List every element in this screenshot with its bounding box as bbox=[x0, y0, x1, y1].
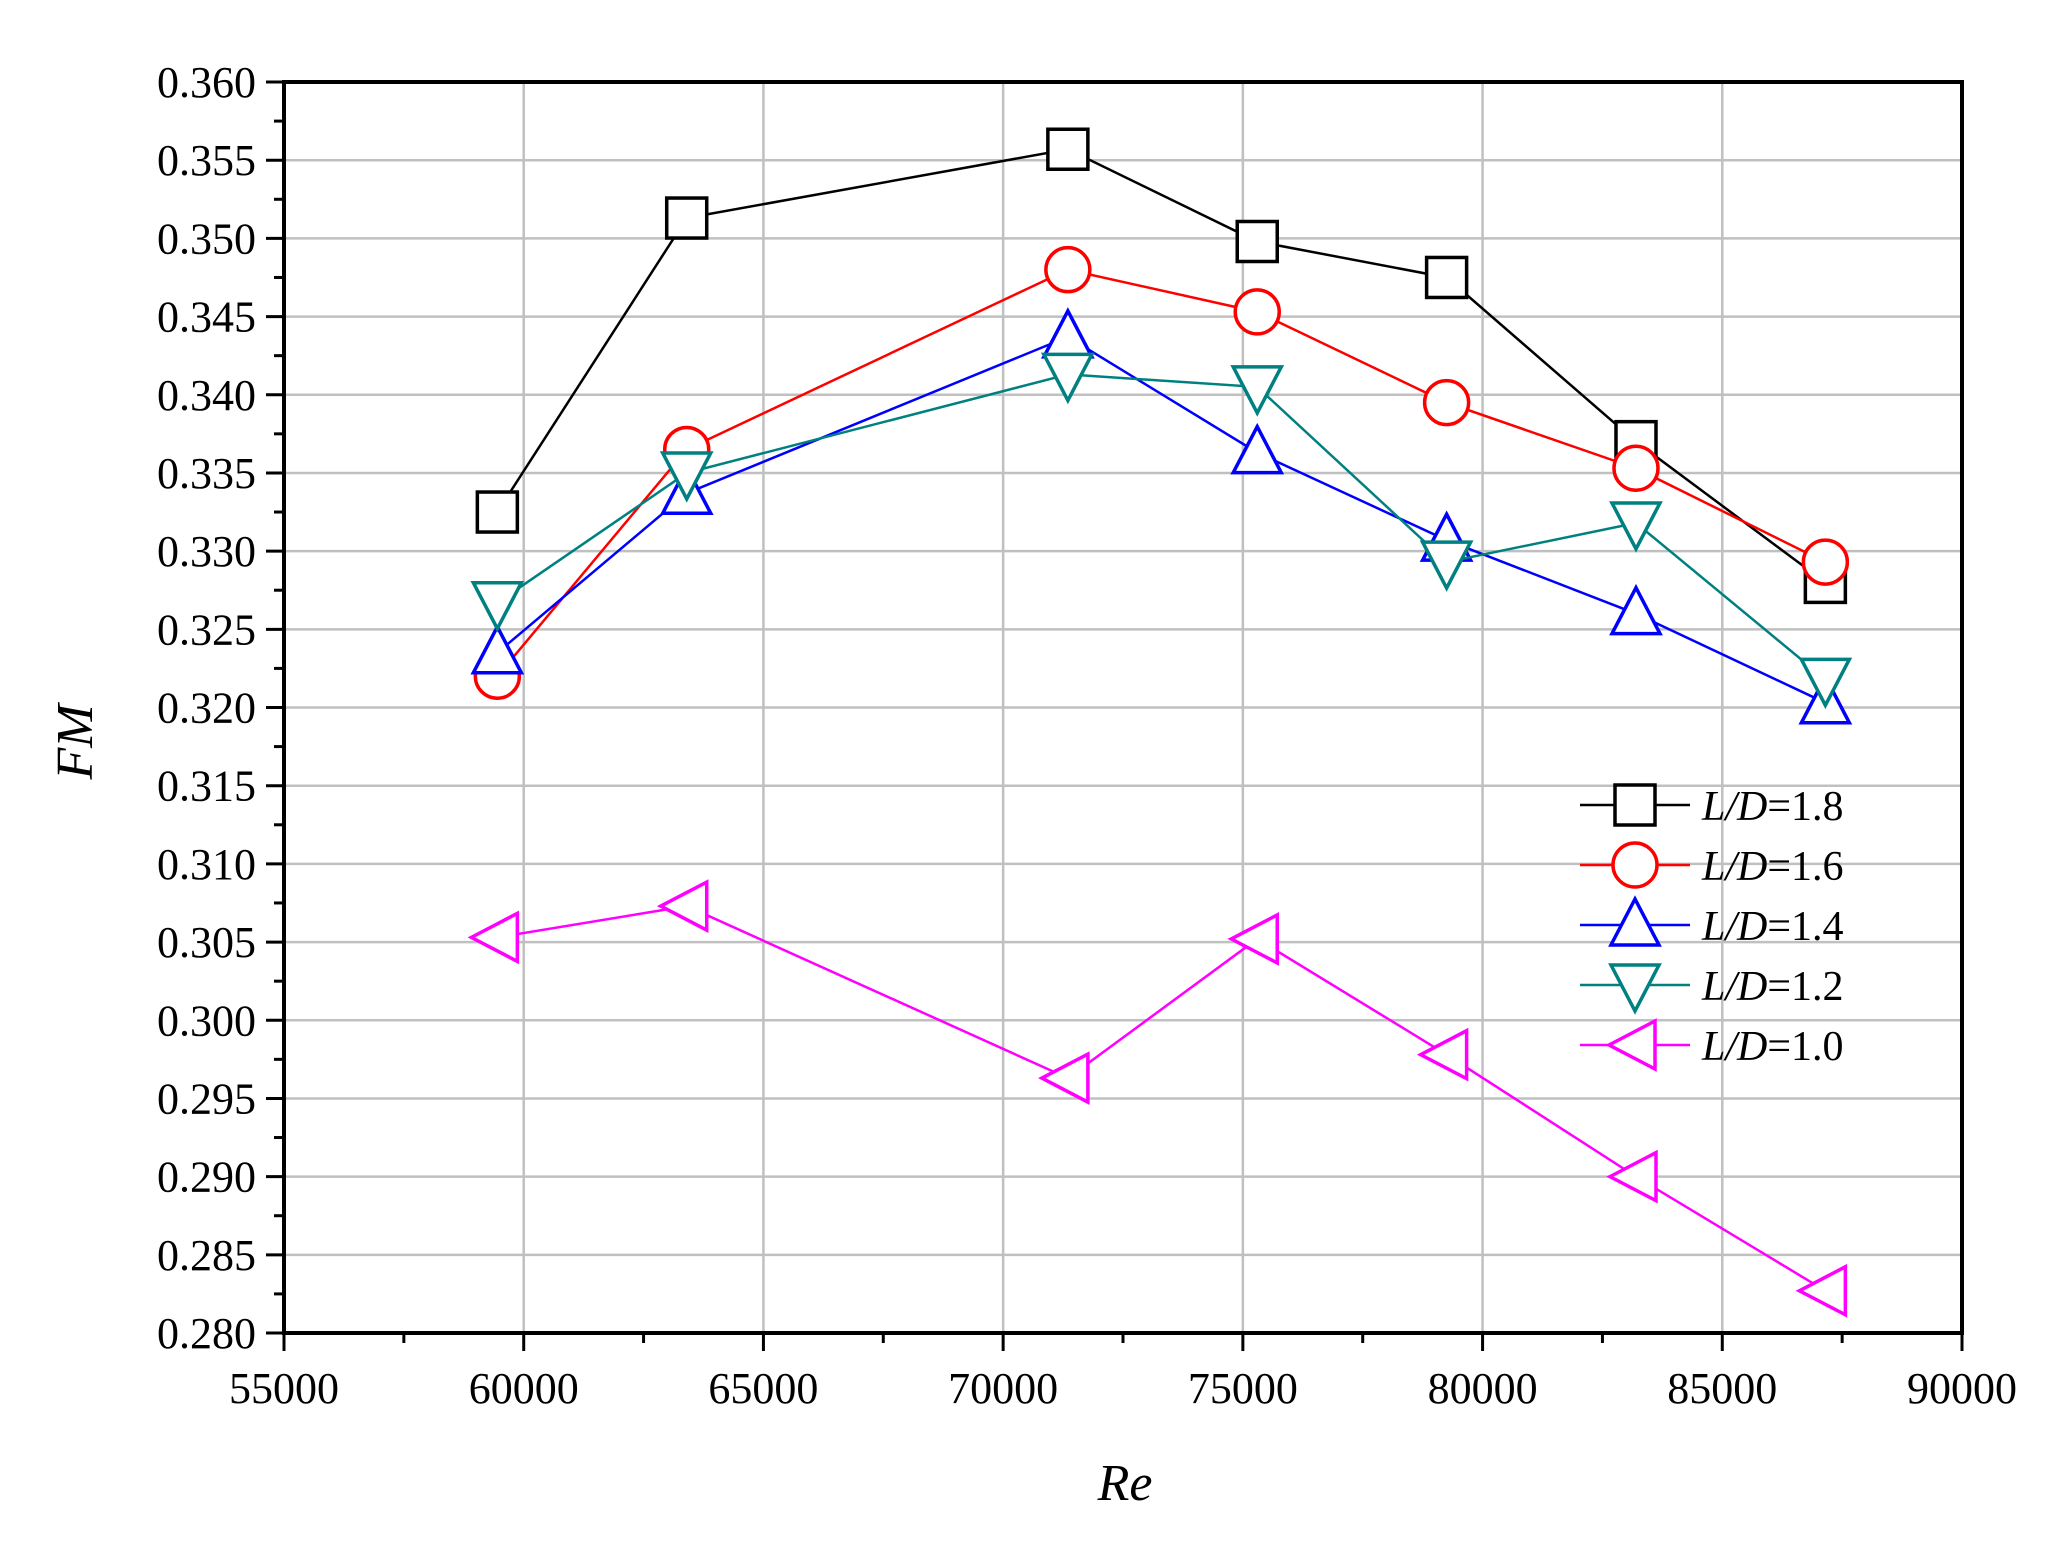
y-tick-label: 0.295 bbox=[157, 1074, 256, 1123]
legend-label: L/D=1.6 bbox=[1701, 844, 1844, 890]
series-4 bbox=[470, 352, 1853, 710]
legend-item: L/D=1.6 bbox=[1580, 841, 1844, 890]
legend-label: L/D=1.4 bbox=[1701, 904, 1844, 950]
legend-marker bbox=[1613, 783, 1657, 827]
axes: 55000 60000 65000 70000 75000 80000 85000 90000… bbox=[157, 58, 2017, 1413]
x-tick-label: 90000 bbox=[1907, 1364, 2017, 1413]
data-point bbox=[1046, 127, 1090, 171]
y-tick-label: 0.300 bbox=[157, 996, 256, 1045]
data-point bbox=[659, 451, 714, 503]
y-tick-label: 0.335 bbox=[157, 449, 256, 498]
x-tick-label: 85000 bbox=[1667, 1364, 1777, 1413]
data-point bbox=[467, 910, 520, 965]
data-point bbox=[1609, 583, 1663, 636]
y-tick-label: 0.360 bbox=[157, 58, 256, 107]
y-tick-label: 0.350 bbox=[157, 214, 256, 263]
data-point bbox=[1038, 1051, 1090, 1105]
data-point bbox=[1419, 540, 1474, 592]
data-point bbox=[1227, 912, 1279, 966]
x-tick-label: 80000 bbox=[1428, 1364, 1538, 1413]
series-group bbox=[467, 127, 1853, 1318]
data-point bbox=[1424, 255, 1469, 300]
legend-marker bbox=[1605, 1018, 1657, 1072]
data-point bbox=[475, 490, 520, 534]
data-point bbox=[1609, 501, 1663, 553]
x-tick-label: 65000 bbox=[708, 1364, 818, 1413]
x-tick-label: 55000 bbox=[229, 1364, 339, 1413]
y-tick-label: 0.280 bbox=[157, 1309, 256, 1358]
legend-label: L/D=1.0 bbox=[1701, 1024, 1844, 1070]
y-axis-title: FM bbox=[47, 702, 104, 781]
data-point bbox=[1606, 1149, 1658, 1204]
y-tick-label: 0.320 bbox=[157, 684, 256, 733]
legend-item: L/D=1.2 bbox=[1580, 963, 1844, 1015]
legend-label: L/D=1.2 bbox=[1701, 964, 1844, 1010]
legend-marker bbox=[1608, 895, 1662, 947]
legend-item: L/D=1.0 bbox=[1580, 1018, 1844, 1072]
data-point bbox=[1798, 657, 1853, 710]
data-point bbox=[1044, 245, 1092, 294]
y-tick-label: 0.340 bbox=[157, 371, 256, 420]
y-tick-label: 0.285 bbox=[157, 1231, 256, 1280]
data-point bbox=[1795, 1263, 1848, 1318]
data-point bbox=[664, 196, 709, 240]
data-point bbox=[1235, 219, 1279, 264]
x-tick-label: 70000 bbox=[948, 1364, 1058, 1413]
data-point bbox=[1612, 444, 1660, 492]
data-point bbox=[1230, 365, 1285, 417]
legend-item: L/D=1.4 bbox=[1580, 895, 1844, 950]
y-tick-label: 0.305 bbox=[157, 918, 256, 967]
y-tick-label: 0.325 bbox=[157, 605, 256, 654]
y-tick-label: 0.290 bbox=[157, 1153, 256, 1202]
data-point bbox=[1040, 352, 1095, 405]
y-tick-label: 0.355 bbox=[157, 136, 256, 185]
legend: L/D=1.8 L/D=1.6 L/D=1.4 L/D=1.2 L/D=1.0 bbox=[1580, 783, 1844, 1072]
data-point bbox=[470, 580, 525, 633]
legend-marker bbox=[1608, 963, 1662, 1015]
legend-label: L/D=1.8 bbox=[1701, 784, 1844, 830]
y-tick-label: 0.330 bbox=[157, 527, 256, 576]
y-tick-label: 0.315 bbox=[157, 762, 256, 811]
data-point bbox=[1230, 422, 1285, 475]
series-5 bbox=[467, 879, 1848, 1318]
y-tick-label: 0.345 bbox=[157, 293, 256, 342]
data-point bbox=[656, 879, 709, 933]
data-point bbox=[1422, 378, 1471, 427]
data-point bbox=[1801, 538, 1850, 586]
data-point bbox=[470, 622, 525, 675]
y-tick-label: 0.310 bbox=[157, 840, 256, 889]
data-point bbox=[1416, 1027, 1469, 1082]
legend-item: L/D=1.8 bbox=[1580, 783, 1844, 830]
x-axis-title: Re bbox=[1097, 1455, 1153, 1512]
x-tick-label: 60000 bbox=[469, 1364, 579, 1413]
legend-marker bbox=[1611, 841, 1659, 889]
data-point bbox=[1233, 288, 1281, 336]
x-tick-label: 75000 bbox=[1188, 1364, 1298, 1413]
